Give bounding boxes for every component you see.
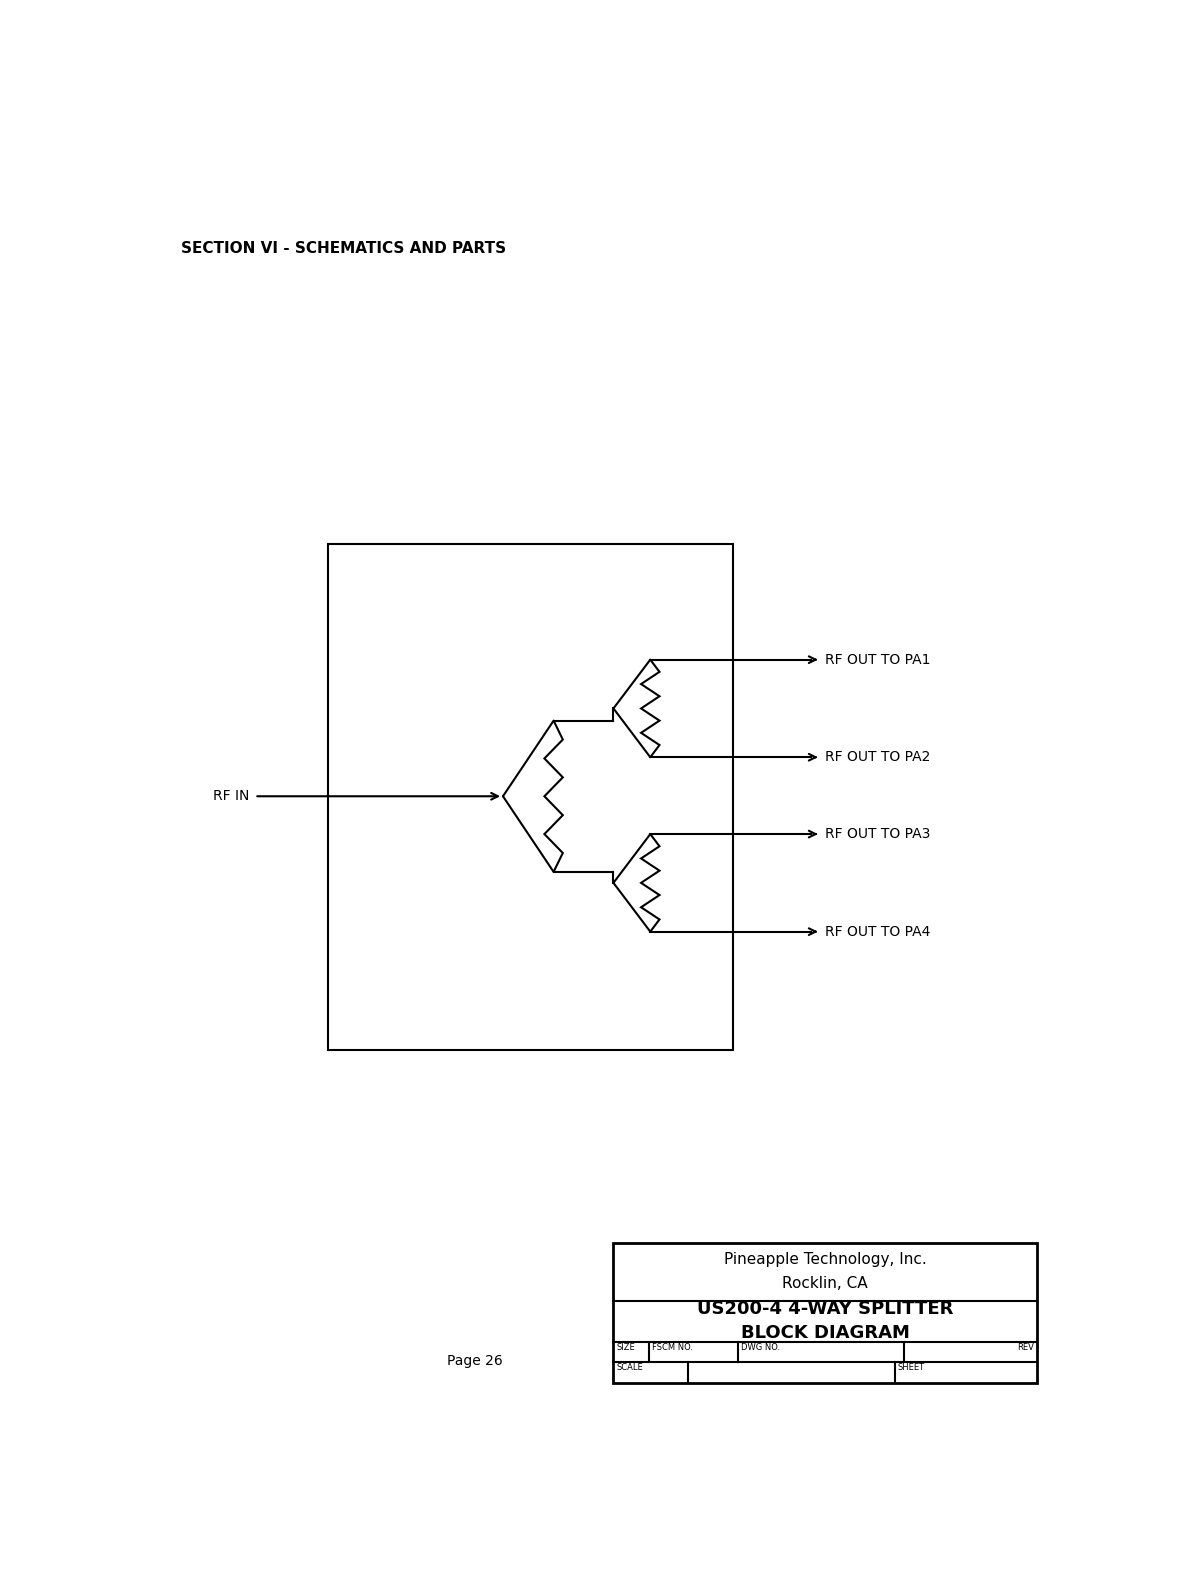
Text: RF OUT TO PA4: RF OUT TO PA4 — [826, 925, 930, 939]
Text: RF OUT TO PA2: RF OUT TO PA2 — [826, 751, 930, 763]
Text: SIZE: SIZE — [617, 1343, 634, 1351]
Text: FSCM NO.: FSCM NO. — [652, 1343, 694, 1351]
Bar — [328, 543, 733, 1050]
Bar — [613, 1243, 1037, 1383]
Text: Pineapple Technology, Inc.: Pineapple Technology, Inc. — [723, 1251, 927, 1267]
Text: US200-4 4-WAY SPLITTER: US200-4 4-WAY SPLITTER — [697, 1300, 954, 1318]
Text: SCALE: SCALE — [617, 1364, 643, 1372]
Text: Page 26: Page 26 — [448, 1354, 504, 1369]
Text: RF OUT TO PA3: RF OUT TO PA3 — [826, 827, 930, 841]
Text: RF OUT TO PA1: RF OUT TO PA1 — [826, 653, 930, 667]
Text: SECTION VI - SCHEMATICS AND PARTS: SECTION VI - SCHEMATICS AND PARTS — [181, 241, 506, 257]
Text: REV: REV — [1017, 1343, 1035, 1351]
Text: RF IN: RF IN — [214, 789, 249, 803]
Text: Rocklin, CA: Rocklin, CA — [783, 1277, 868, 1291]
Text: DWG NO.: DWG NO. — [741, 1343, 781, 1351]
Text: SHEET: SHEET — [898, 1364, 925, 1372]
Text: BLOCK DIAGRAM: BLOCK DIAGRAM — [741, 1324, 910, 1342]
